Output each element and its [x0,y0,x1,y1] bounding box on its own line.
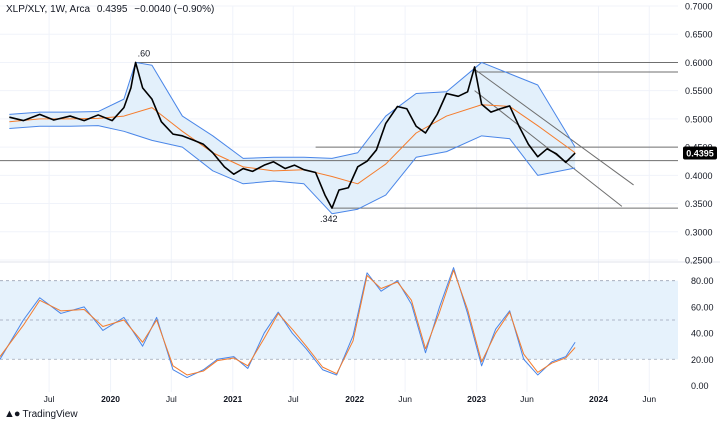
price-annotation: .60 [138,48,151,58]
x-tick-label: Jun [642,394,656,404]
axis-labels: 0.70000.65000.60000.55000.50000.45000.40… [44,2,717,404]
price-y-tick-label: 0.6500 [685,30,713,40]
tradingview-logo-icon: ▲● [4,408,21,420]
price-y-tick-label: 0.7000 [685,2,713,12]
price-y-tick-label: 0.4000 [685,171,713,181]
symbol-label: XLP/XLY, 1W, Arca [6,4,91,15]
stoch-k-line [0,267,576,379]
brand-label: TradingView [22,408,78,420]
osc-y-tick-label: 60.00 [691,302,714,312]
x-tick-label: Jul [288,394,299,404]
x-tick-label: 2020 [101,394,120,404]
osc-y-tick-label: 0.00 [691,381,709,391]
x-tick-label: 2024 [589,394,608,404]
last-value-tag: 0.4395 [686,149,714,159]
stoch-d-line [0,269,576,376]
price-line [9,61,576,209]
price-y-tick-label: 0.6000 [685,58,713,68]
level-lines [0,61,678,360]
last-value-tag-bg [683,146,717,160]
upper-band-line [9,61,576,159]
x-tick-label: 2023 [467,394,486,404]
x-tick-label: Jul [166,394,177,404]
price-y-tick-label: 0.5000 [685,114,713,124]
change-value: −0.0040 (−0.90%) [134,4,215,15]
price-y-tick-label: 0.2500 [685,256,713,266]
series [0,61,576,379]
chart-header: XLP/XLY, 1W, Arca 0.4395 −0.0040 (−0.90%… [6,4,218,15]
price-y-tick-label: 0.3500 [685,199,713,209]
x-tick-label: 2021 [223,394,242,404]
x-tick-label: 2022 [345,394,364,404]
lower-band-line [9,125,576,215]
osc-y-tick-label: 40.00 [691,329,714,339]
trend-line [474,68,634,186]
osc-y-tick-label: 80.00 [691,276,714,286]
osc-y-tick-label: 20.00 [691,355,714,365]
basis-line [9,104,576,185]
x-tick-label: Jun [520,394,534,404]
last-value: 0.4395 [96,4,128,15]
price-annotation: .342 [320,214,338,224]
band-fills [0,62,678,360]
price-y-tick-label: 0.5500 [685,86,713,96]
tradingview-logo[interactable]: ▲● TradingView [4,408,78,420]
price-y-tick-label: 0.3000 [685,227,713,237]
x-tick-label: Jul [44,394,55,404]
bollinger-fill [9,62,576,214]
x-tick-label: Jun [398,394,412,404]
